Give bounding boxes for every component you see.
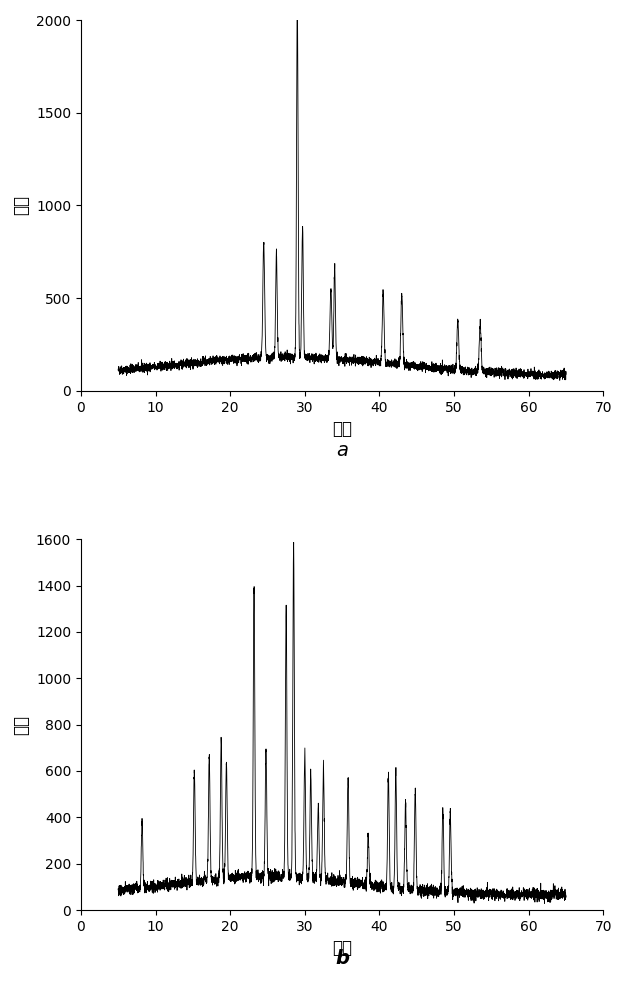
Text: a: a [336,441,348,460]
Text: b: b [335,949,349,968]
X-axis label: 角度: 角度 [332,939,352,957]
Y-axis label: 强度: 强度 [12,195,30,215]
X-axis label: 角度: 角度 [332,420,352,438]
Y-axis label: 强度: 强度 [12,715,30,735]
